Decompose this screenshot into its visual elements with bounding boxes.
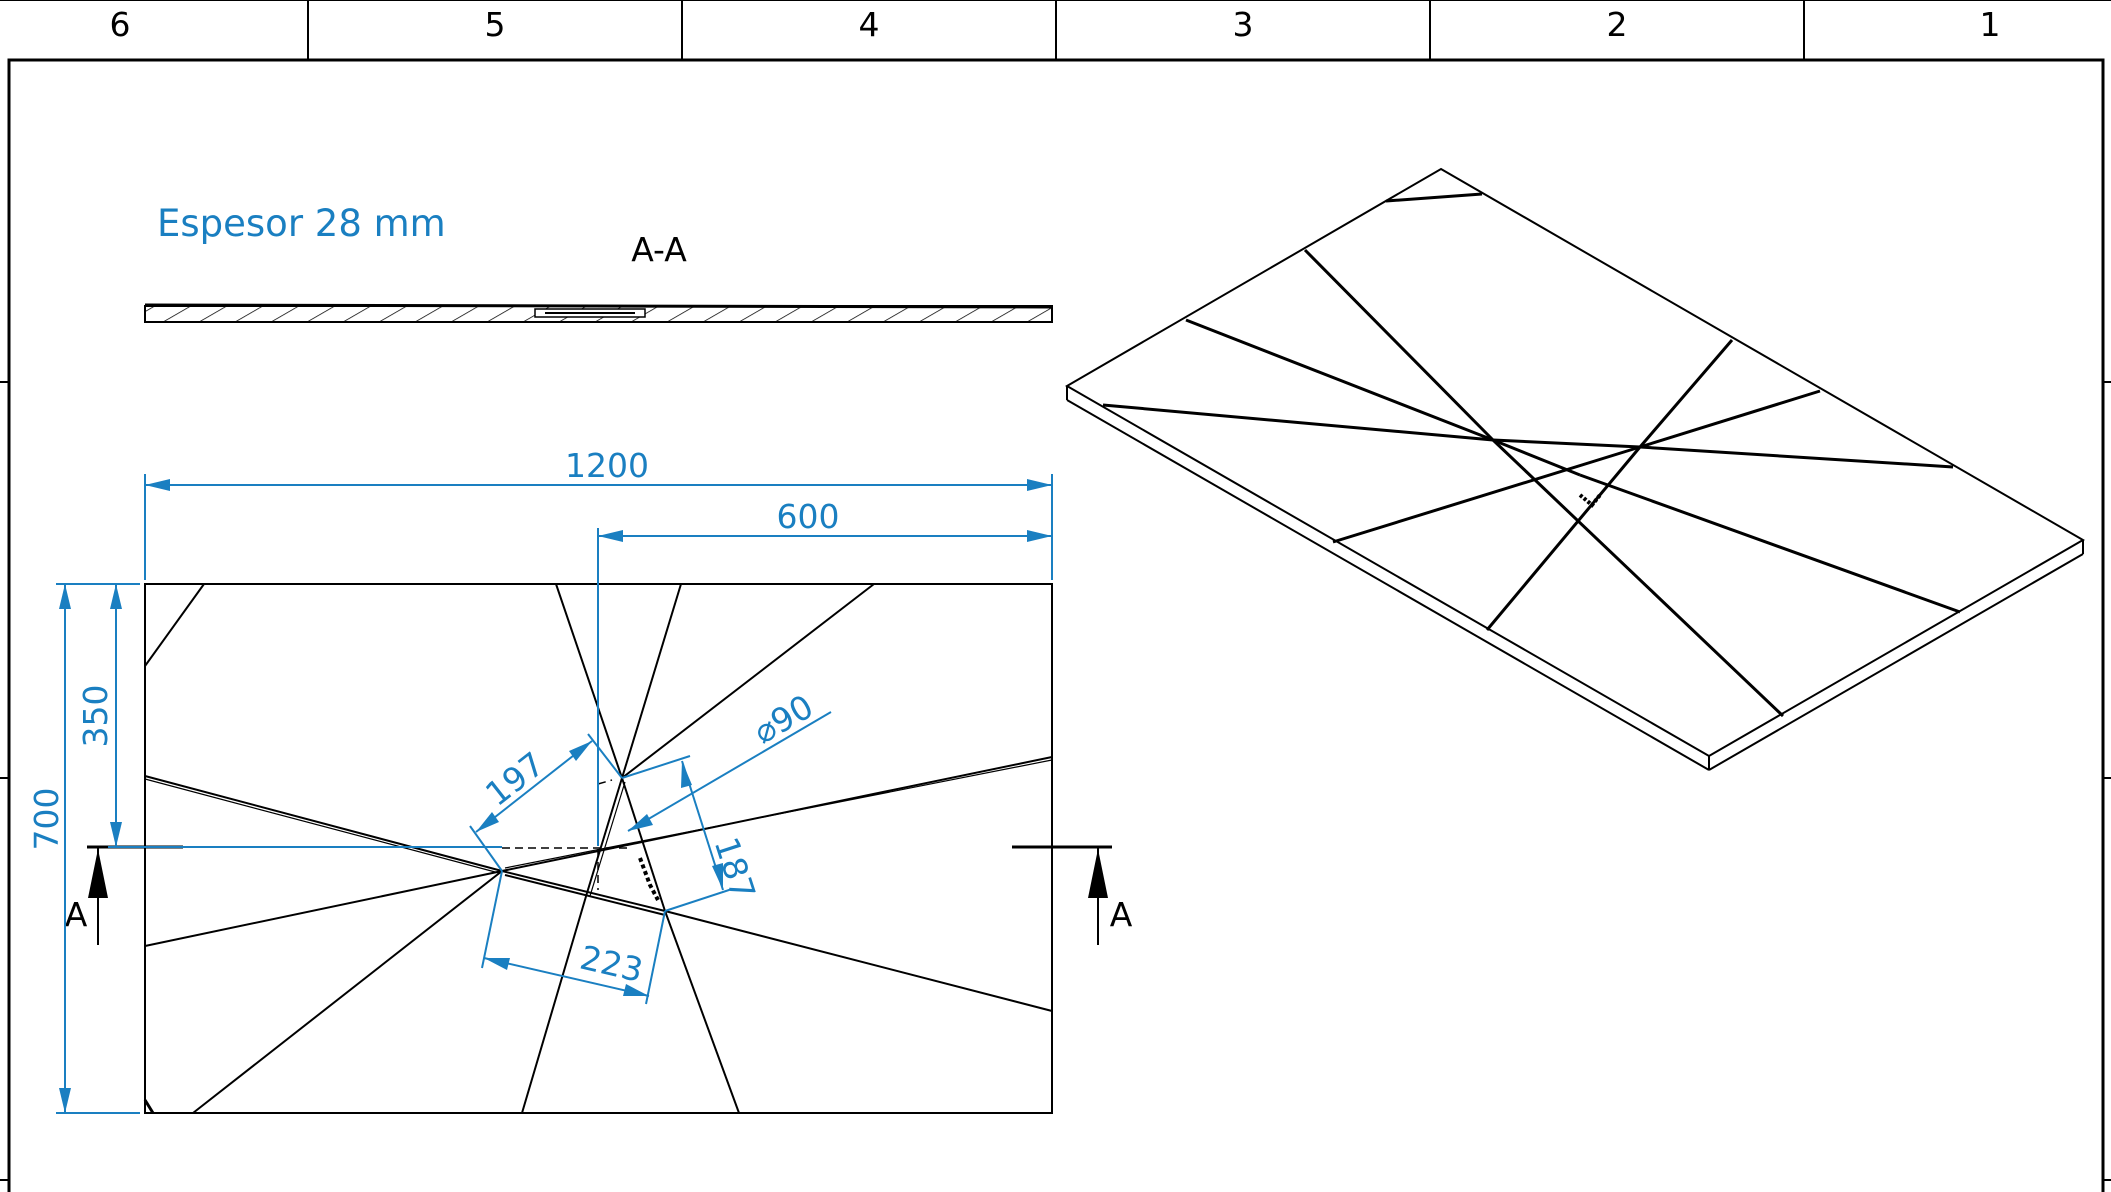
zone-label: 5: [485, 5, 506, 44]
isometric-view: [1065, 167, 2085, 771]
section-marker-label: A: [1110, 895, 1133, 934]
thickness-note: Espesor 28 mm: [157, 202, 446, 245]
zone-label: 2: [1607, 5, 1628, 44]
dimensions: 1200 600 700 350 197 ⌀90: [27, 446, 1053, 1114]
dimension-total-width: 1200: [565, 446, 649, 485]
zone-strip: 6 5 4 3 2 1: [0, 0, 2111, 60]
section-title: A-A: [631, 230, 687, 269]
section-marker-left: A: [65, 845, 183, 945]
section-view: A-A: [144, 230, 1053, 323]
zone-label: 4: [859, 5, 880, 44]
zone-label: 6: [110, 5, 131, 44]
dimension-total-height: 700: [27, 788, 66, 851]
top-view: A A: [65, 583, 1133, 1114]
dimension-197: 197: [478, 744, 552, 814]
section-marker-right: A: [1012, 845, 1133, 945]
dimension-half-width: 600: [777, 497, 840, 536]
zone-label: 1: [1980, 5, 2001, 44]
drawing-border: [7, 58, 2105, 1192]
section-marker-label: A: [65, 895, 88, 934]
dimension-diameter: ⌀90: [747, 687, 820, 752]
dimension-half-height: 350: [76, 685, 115, 748]
zone-label: 3: [1233, 5, 1254, 44]
